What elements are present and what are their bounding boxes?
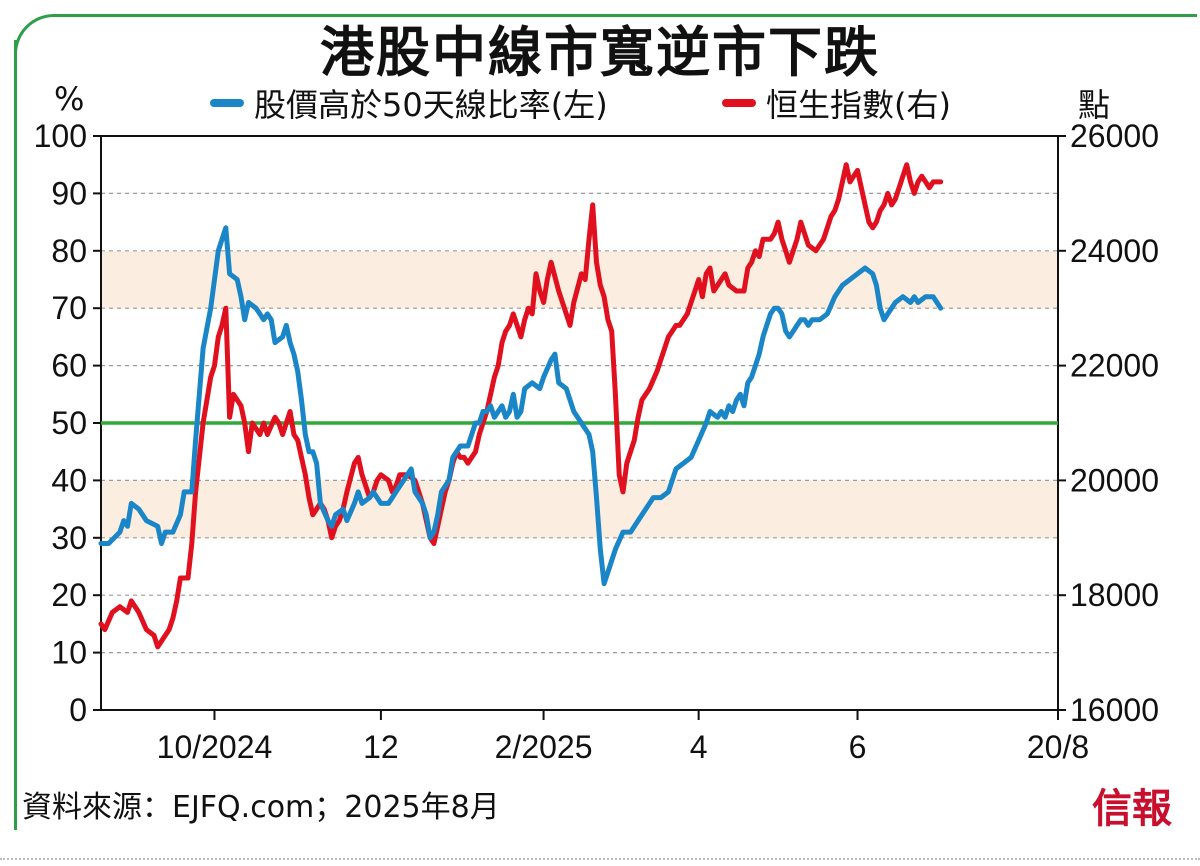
left-tick-label-10: 10: [51, 635, 87, 671]
right-tick-label-16000: 16000: [1070, 692, 1159, 728]
x-tick-label-1: 12: [363, 729, 399, 765]
left-tick-label-30: 30: [51, 520, 87, 556]
left-tick-label-20: 20: [51, 577, 87, 613]
x-tick-label-4: 6: [849, 729, 867, 765]
legend-label-breadth: 股價高於50天線比率(左): [254, 86, 608, 124]
left-tick-label-80: 80: [51, 233, 87, 269]
right-tick-label-20000: 20000: [1070, 462, 1159, 498]
frame-left-border: [14, 40, 17, 830]
legend-label-hsi: 恒生指數(右): [766, 86, 951, 124]
legend-swatch-red: [722, 99, 756, 107]
series-line-breadth: [98, 225, 944, 587]
x-tick-label-2: 2/2025: [495, 729, 593, 765]
source-note: 資料來源：EJFQ.com；2025年8月: [22, 790, 500, 825]
left-tick-label-60: 60: [51, 348, 87, 384]
series-line-hsi: [98, 162, 944, 650]
left-tick-label-40: 40: [51, 462, 87, 498]
legend-item-hsi: 恒生指數(右): [722, 80, 951, 126]
right-axis-unit: 點: [1078, 86, 1111, 124]
x-tick-label-0: 10/2024: [157, 729, 273, 765]
x-tick-label-3: 4: [690, 729, 708, 765]
bottom-dotted-divider: [0, 858, 1200, 860]
right-tick-label-22000: 22000: [1070, 348, 1159, 384]
left-tick-label-90: 90: [51, 175, 87, 211]
publisher-logo: 信報: [1092, 785, 1172, 832]
left-axis-unit: %: [54, 80, 85, 118]
legend-swatch-blue: [210, 99, 244, 107]
left-tick-label-50: 50: [51, 405, 87, 441]
left-tick-label-100: 100: [34, 118, 87, 154]
right-tick-label-24000: 24000: [1070, 233, 1159, 269]
left-tick-label-0: 0: [69, 692, 87, 728]
left-tick-label-70: 70: [51, 290, 87, 326]
right-tick-label-26000: 26000: [1070, 118, 1159, 154]
chart-title: 港股中線市寬逆市下跌: [320, 21, 880, 84]
shaded-band-30-40: [101, 480, 1058, 538]
legend-item-breadth: 股價高於50天線比率(左): [210, 80, 608, 126]
right-tick-label-18000: 18000: [1070, 577, 1159, 613]
x-tick-label-5: 20/8: [1027, 729, 1089, 765]
